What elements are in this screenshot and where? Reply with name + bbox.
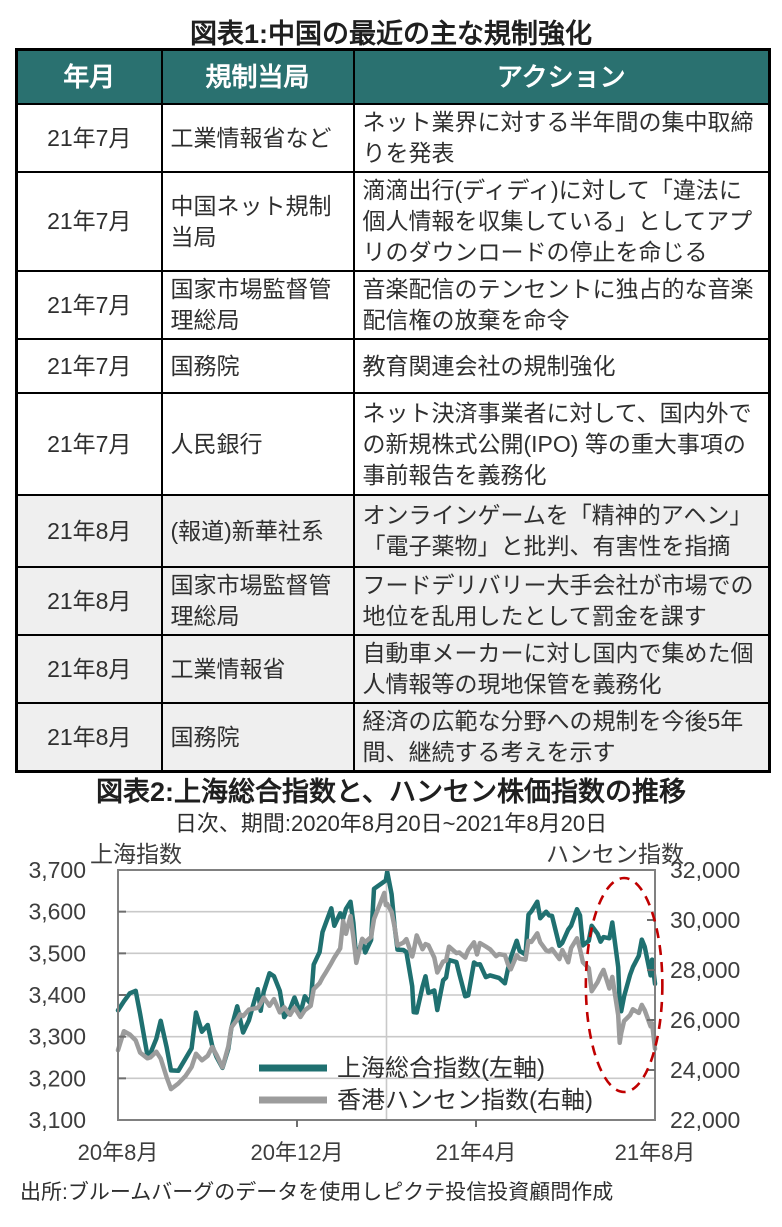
right-axis-tick-label: 22,000	[670, 1107, 740, 1133]
right-axis-tick-label: 30,000	[670, 907, 740, 933]
cell-date: 21年7月	[15, 103, 163, 173]
right-axis-tick-label: 28,000	[670, 957, 740, 983]
regulation-table-body: 21年7月 工業情報省など ネット業界に対する半年間の集中取締りを発表 21年7月 中国…	[15, 103, 771, 773]
header-cell-action: アクション	[352, 48, 771, 105]
chart-axis-labels: 3,700 3,600 3,500 3,400 3,300 3,200 3,100 32,00…	[28, 857, 740, 1165]
cell-action: 経済の広範な分野への規制を今後5年間、継続する考えを示す	[352, 702, 771, 773]
cell-authority: 国務院	[160, 702, 355, 773]
cell-action: オンラインゲームを「精神的アヘン」「電子薬物」と批判、有害性を指摘	[352, 494, 771, 568]
cell-date: 21年8月	[15, 494, 163, 568]
cell-date: 21年7月	[15, 338, 163, 394]
source-note: 出所:ブルームバーグのデータを使用しピクテ投信投資顧問作成	[20, 1181, 614, 1204]
cell-date: 21年7月	[15, 392, 163, 496]
cell-authority: 国家市場監督管理総局	[160, 270, 355, 340]
table-row: 21年7月 工業情報省など ネット業界に対する半年間の集中取締りを発表	[15, 103, 771, 173]
right-axis-title: ハンセン指数	[546, 841, 684, 867]
header-row: 年月 規制当局 アクション	[15, 48, 771, 105]
highlight-ellipse	[584, 876, 664, 1094]
left-axis-tick-label: 3,200	[28, 1065, 86, 1091]
left-axis-tick-label: 3,700	[28, 857, 86, 883]
left-axis-tick-label: 3,500	[28, 940, 86, 966]
legend-label-shanghai: 上海総合指数(左軸)	[337, 1055, 545, 1082]
cell-authority: (報道)新華社系	[160, 494, 355, 568]
cell-date: 21年8月	[15, 566, 163, 636]
cell-action: 滴滴出行(ディディ)に対して「違法に個人情報を収集している」としてアプリのダウン…	[352, 171, 771, 272]
figure1-title: 図表1:中国の最近の主な規制強化	[189, 19, 592, 49]
left-axis-tick-label: 3,300	[28, 1024, 86, 1050]
cell-action: ネット業界に対する半年間の集中取締りを発表	[352, 103, 771, 173]
chart-gridlines	[118, 870, 655, 1120]
right-axis-tick-label: 24,000	[670, 1057, 740, 1083]
cell-authority: 工業情報省	[160, 634, 355, 704]
left-axis-tick-label: 3,100	[28, 1107, 86, 1133]
dual-axis-line-chart: 3,700 3,600 3,500 3,400 3,300 3,200 3,100 32,00…	[28, 841, 740, 1165]
right-axis-tick-label: 26,000	[670, 1007, 740, 1033]
cell-date: 21年8月	[15, 634, 163, 704]
header-cell-date: 年月	[15, 48, 163, 105]
table-row: 21年7月 中国ネット規制当局 滴滴出行(ディディ)に対して「違法に個人情報を収集し…	[15, 171, 771, 272]
cell-authority: 中国ネット規制当局	[160, 171, 355, 272]
chart-legend: 上海総合指数(左軸) 香港ハンセン指数(右軸)	[259, 1055, 593, 1114]
left-axis-tick-label: 3,400	[28, 982, 86, 1008]
chart-series-lines	[115, 869, 658, 1092]
cell-action: ネット決済事業者に対して、国内外での新規株式公開(IPO) 等の重大事項の事前報…	[352, 392, 771, 496]
x-axis-tick-label: 21年4月	[436, 1140, 517, 1165]
table-row: 21年8月 国家市場監督管理総局 フードデリバリー大手会社が市場での地位を乱用したと…	[15, 566, 771, 636]
x-axis-tick-label: 20年12月	[251, 1140, 344, 1165]
cell-date: 21年7月	[15, 171, 163, 272]
left-axis-title: 上海指数	[90, 841, 182, 867]
table-row: 21年8月 国務院 経済の広範な分野への規制を今後5年間、継続する考えを示す	[15, 702, 771, 773]
header-cell-authority: 規制当局	[160, 48, 355, 105]
cell-date: 21年8月	[15, 702, 163, 773]
figure2-title: 図表2:上海総合指数と、ハンセン株価指数の推移	[96, 777, 686, 807]
cell-action: 自動車メーカーに対し国内で集めた個人情報等の現地保管を義務化	[352, 634, 771, 704]
table-row: 21年7月 国務院 教育関連会社の規制強化	[15, 338, 771, 394]
cell-date: 21年7月	[15, 270, 163, 340]
table-row: 21年8月 (報道)新華社系 オンラインゲームを「精神的アヘン」「電子薬物」と批判、…	[15, 494, 771, 568]
cell-authority: 国家市場監督管理総局	[160, 566, 355, 636]
x-axis-tick-label: 20年8月	[78, 1140, 159, 1165]
cell-action: 音楽配信のテンセントに独占的な音楽配信権の放棄を命令	[352, 270, 771, 340]
regulation-table: 年月 規制当局 アクション 21年7月 工業情報省など ネット業界に対する半年間の集…	[15, 48, 771, 773]
hangseng-index-line	[115, 890, 658, 1092]
cell-authority: 人民銀行	[160, 392, 355, 496]
annotation-ellipse	[584, 876, 664, 1094]
cell-action: 教育関連会社の規制強化	[352, 338, 771, 394]
table-row: 21年7月 人民銀行 ネット決済事業者に対して、国内外での新規株式公開(IPO) 等…	[15, 392, 771, 496]
cell-action: フードデリバリー大手会社が市場での地位を乱用したとして罰金を課す	[352, 566, 771, 636]
x-axis-tick-label: 21年8月	[615, 1140, 696, 1165]
table-row: 21年7月 国家市場監督管理総局 音楽配信のテンセントに独占的な音楽配信権の放棄を命…	[15, 270, 771, 340]
cell-authority: 工業情報省など	[160, 103, 355, 173]
right-axis-tick-label: 32,000	[670, 857, 740, 883]
regulation-table-head: 年月 規制当局 アクション	[15, 48, 771, 105]
left-axis-tick-label: 3,600	[28, 899, 86, 925]
legend-label-hangseng: 香港ハンセン指数(右軸)	[337, 1087, 593, 1114]
table-row: 21年8月 工業情報省 自動車メーカーに対し国内で集めた個人情報等の現地保管を義務化	[15, 634, 771, 704]
cell-authority: 国務院	[160, 338, 355, 394]
figure2-subtitle: 日次、期間:2020年8月20日~2021年8月20日	[174, 811, 608, 836]
